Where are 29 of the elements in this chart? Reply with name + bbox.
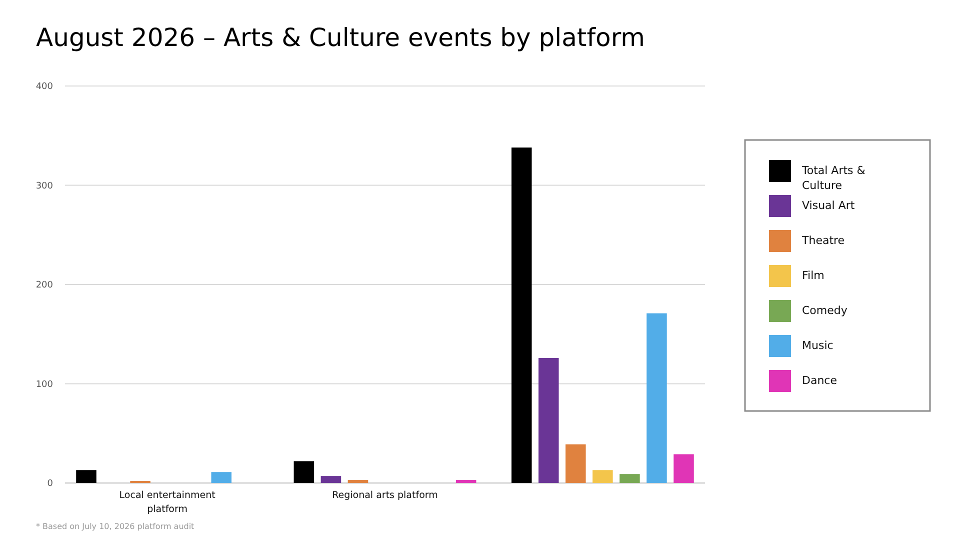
y-tick-label: 200 xyxy=(36,280,54,290)
y-tick-label: 100 xyxy=(36,380,54,390)
bar xyxy=(211,472,232,483)
legend-label: Dance xyxy=(802,374,838,387)
bar xyxy=(646,313,667,483)
bar xyxy=(294,461,314,483)
bar xyxy=(76,470,96,483)
legend-label: Total Arts & Culture xyxy=(801,164,866,192)
bar xyxy=(674,454,694,483)
bar xyxy=(566,444,586,483)
legend-label: Comedy xyxy=(802,304,848,317)
bar xyxy=(320,476,342,483)
legend-label: Music xyxy=(802,339,834,352)
legend-label: Theatre xyxy=(801,234,845,247)
legend-label: Visual Art xyxy=(802,199,856,212)
y-tick-label: 400 xyxy=(36,82,54,92)
bar xyxy=(538,358,559,483)
chart-title: August 2026 – Arts & Culture events by platform xyxy=(36,23,646,52)
x-tick-label: Regional arts platform xyxy=(332,490,438,501)
y-tick-label: 300 xyxy=(36,181,54,192)
bar xyxy=(592,470,613,483)
bar xyxy=(348,480,368,483)
bar xyxy=(620,474,640,483)
bar xyxy=(511,148,532,483)
bar xyxy=(456,480,476,483)
legend-label: Film xyxy=(802,269,824,282)
text: * Based on July 10, 2026 platform audit xyxy=(36,522,194,531)
x-tick-label: Local entertainment platform xyxy=(119,490,216,515)
y-tick-label: 0 xyxy=(47,479,54,489)
